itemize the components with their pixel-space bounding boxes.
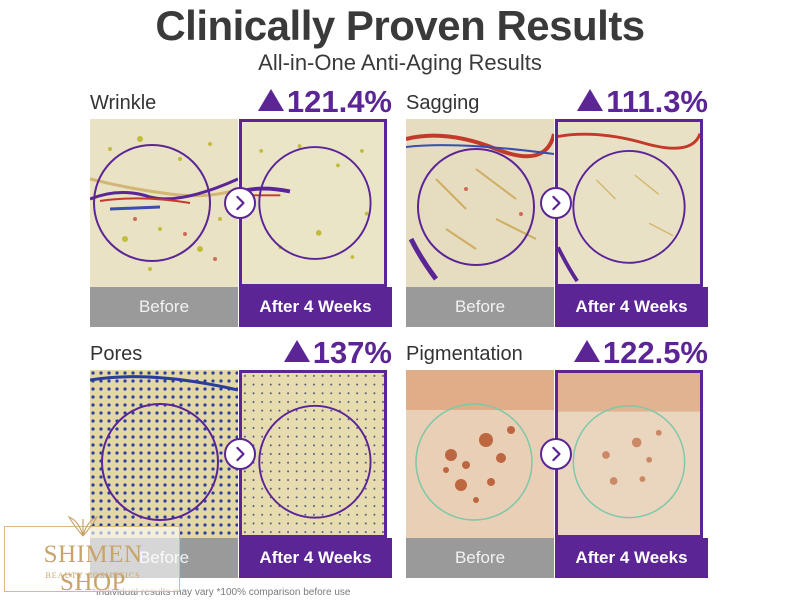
panel-pigmentation: Pigmentation 122.5% Before After 4 W: [406, 335, 708, 583]
triangle-up-icon: [283, 340, 310, 362]
after-caption: After 4 Weeks: [555, 287, 708, 327]
triangle-up-icon: [577, 89, 604, 111]
triangle-up-icon: [257, 89, 284, 111]
page-title: Clinically Proven Results: [155, 2, 645, 49]
chevron-right-icon: [224, 438, 256, 470]
watermark-name: SHIMEN SHOP: [43, 541, 143, 596]
triangle-up-icon: [573, 340, 600, 362]
chevron-right-icon: [224, 187, 256, 219]
before-image: [406, 370, 554, 538]
panel-wrinkle: Wrinkle 121.4%: [90, 84, 392, 332]
before-image: [90, 370, 238, 538]
footnote: *Individual results may vary *100% compa…: [92, 587, 351, 598]
percent-value: 122.5%: [602, 335, 708, 370]
shop-watermark-logo: SHIMEN SHOP BEAUTY COSMETICS: [4, 515, 180, 596]
after-caption: After 4 Weeks: [239, 538, 392, 578]
after-image: [239, 370, 387, 538]
after-caption: After 4 Weeks: [239, 287, 392, 327]
watermark-tagline: BEAUTY COSMETICS: [45, 571, 141, 580]
before-caption: Before: [90, 287, 238, 327]
before-image: [90, 119, 238, 287]
chevron-right-icon: [540, 438, 572, 470]
leaf-icon: [67, 515, 99, 537]
page-subtitle: All-in-One Anti-Aging Results: [258, 50, 542, 75]
improvement-percent: 111.3%: [577, 84, 708, 120]
improvement-percent: 137%: [283, 335, 392, 371]
after-image: [555, 119, 703, 287]
panel-sagging: Sagging 111.3% Befo: [406, 84, 708, 332]
panel-label: Sagging: [406, 92, 480, 114]
percent-value: 111.3%: [606, 84, 708, 119]
percent-value: 121.4%: [286, 84, 392, 119]
panel-pores: Pores 137%: [90, 335, 392, 583]
panel-label: Pores: [90, 343, 143, 365]
percent-value: 137%: [312, 335, 392, 370]
after-image: [555, 370, 703, 538]
panel-label: Wrinkle: [90, 92, 157, 114]
before-image: [406, 119, 554, 287]
after-image: [239, 119, 387, 287]
improvement-percent: 121.4%: [257, 84, 392, 120]
before-caption: Before: [406, 287, 554, 327]
before-caption: Before: [406, 538, 554, 578]
chevron-right-icon: [540, 187, 572, 219]
panel-label: Pigmentation: [406, 343, 523, 365]
after-caption: After 4 Weeks: [555, 538, 708, 578]
improvement-percent: 122.5%: [573, 335, 708, 371]
